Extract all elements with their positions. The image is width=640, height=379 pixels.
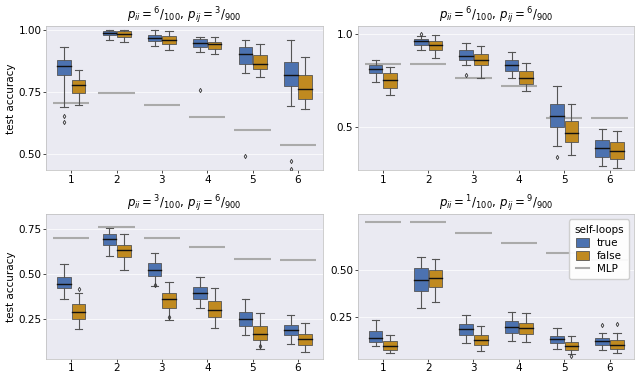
Bar	[550, 105, 564, 127]
Bar	[253, 55, 267, 69]
Bar	[239, 312, 252, 326]
Bar	[117, 31, 131, 38]
Bar	[284, 62, 298, 86]
Bar	[429, 41, 442, 50]
Bar	[369, 331, 382, 342]
Bar	[519, 323, 533, 334]
Title: $p_{ii} = {}^{6}/_{100},\, p_{ij} = {}^{3}/_{900}$: $p_{ii} = {}^{6}/_{100},\, p_{ij} = {}^{…	[127, 6, 242, 26]
Bar	[595, 140, 609, 157]
Bar	[72, 80, 85, 92]
Bar	[519, 71, 533, 84]
Bar	[148, 35, 161, 41]
Bar	[117, 244, 131, 257]
Title: $p_{ii} = {}^{3}/_{100},\, p_{ij} = {}^{6}/_{900}$: $p_{ii} = {}^{3}/_{100},\, p_{ij} = {}^{…	[127, 194, 242, 214]
Bar	[208, 301, 221, 317]
Bar	[148, 263, 161, 276]
Bar	[414, 39, 428, 44]
Bar	[284, 325, 298, 335]
Bar	[610, 142, 623, 159]
Bar	[298, 334, 312, 345]
Bar	[102, 234, 116, 245]
Bar	[564, 121, 578, 142]
Bar	[208, 42, 221, 49]
Bar	[610, 340, 623, 349]
Y-axis label: test accuracy: test accuracy	[6, 63, 15, 133]
Bar	[474, 335, 488, 345]
Bar	[369, 65, 382, 73]
Bar	[193, 39, 207, 47]
Bar	[550, 336, 564, 343]
Bar	[163, 293, 176, 308]
Bar	[383, 73, 397, 88]
Bar	[460, 324, 473, 335]
Legend: true, false, MLP: true, false, MLP	[569, 219, 629, 279]
Bar	[429, 270, 442, 287]
Bar	[57, 60, 71, 75]
Bar	[595, 338, 609, 345]
Bar	[239, 47, 252, 64]
Bar	[253, 326, 267, 340]
Bar	[505, 60, 518, 71]
Bar	[102, 31, 116, 35]
Bar	[564, 342, 578, 349]
Bar	[383, 341, 397, 349]
Title: $p_{ii} = {}^{1}/_{100},\, p_{ij} = {}^{9}/_{900}$: $p_{ii} = {}^{1}/_{100},\, p_{ij} = {}^{…	[439, 194, 554, 214]
Y-axis label: test accuracy: test accuracy	[6, 251, 15, 322]
Bar	[460, 50, 473, 60]
Bar	[163, 36, 176, 44]
Title: $p_{ii} = {}^{6}/_{100},\, p_{ij} = {}^{6}/_{900}$: $p_{ii} = {}^{6}/_{100},\, p_{ij} = {}^{…	[439, 6, 554, 26]
Bar	[193, 287, 207, 299]
Bar	[298, 75, 312, 99]
Bar	[57, 277, 71, 288]
Bar	[505, 321, 518, 333]
Bar	[72, 304, 85, 318]
Bar	[474, 54, 488, 65]
Bar	[414, 268, 428, 291]
